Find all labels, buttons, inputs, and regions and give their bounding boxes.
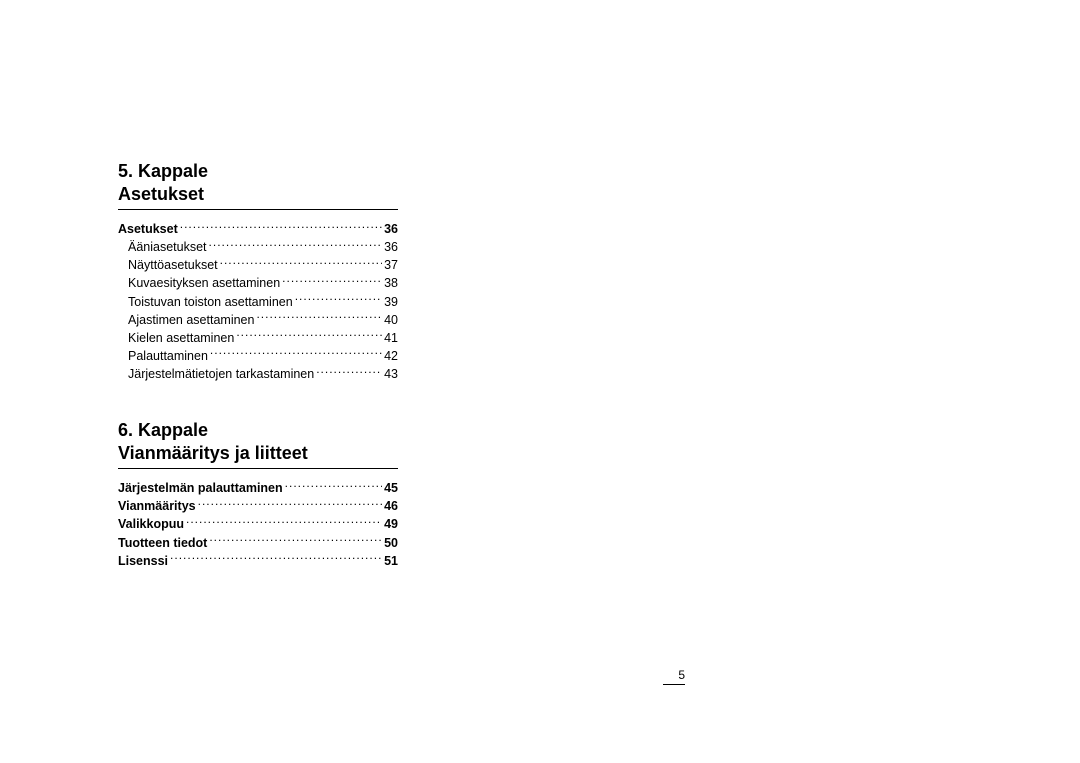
toc-label: Lisenssi xyxy=(118,552,168,570)
toc-leader xyxy=(295,293,382,306)
toc-page: 51 xyxy=(384,552,398,570)
chapter-number-line: 6. Kappale xyxy=(118,420,208,440)
toc-leader xyxy=(209,534,382,547)
toc-page: 36 xyxy=(384,220,398,238)
toc-list: Asetukset 36 Ääniasetukset 36 Näyttöaset… xyxy=(118,220,398,383)
toc-leader xyxy=(186,516,382,529)
toc-entry: Näyttöasetukset 37 xyxy=(118,256,398,274)
toc-label: Ääniasetukset xyxy=(118,238,207,256)
toc-list: Järjestelmän palauttaminen 45 Vianmäärit… xyxy=(118,479,398,570)
toc-label: Valikkopuu xyxy=(118,515,184,533)
chapter-title-line: Vianmääritys ja liitteet xyxy=(118,443,308,463)
toc-leader xyxy=(198,498,382,511)
toc-page: 43 xyxy=(384,365,398,383)
toc-entry: Palauttaminen 42 xyxy=(118,347,398,365)
toc-label: Ajastimen asettaminen xyxy=(118,311,254,329)
page-number-rule xyxy=(663,684,685,685)
toc-page: 42 xyxy=(384,347,398,365)
toc-entry: Asetukset 36 xyxy=(118,220,398,238)
toc-leader xyxy=(285,480,382,493)
toc-entry: Järjestelmän palauttaminen 45 xyxy=(118,479,398,497)
toc-page: 39 xyxy=(384,293,398,311)
toc-entry: Toistuvan toiston asettaminen 39 xyxy=(118,293,398,311)
heading-rule xyxy=(118,468,398,469)
toc-leader xyxy=(282,275,382,288)
toc-leader xyxy=(236,329,382,342)
toc-page: 45 xyxy=(384,479,398,497)
chapter-heading: 6. Kappale Vianmääritys ja liitteet xyxy=(118,419,398,464)
toc-leader xyxy=(220,257,382,270)
toc-leader xyxy=(256,311,382,324)
toc-label: Kuvaesityksen asettaminen xyxy=(118,274,280,292)
toc-entry: Valikkopuu 49 xyxy=(118,515,398,533)
document-page: 5. Kappale Asetukset Asetukset 36 Äänias… xyxy=(0,0,1080,763)
toc-entry: Tuotteen tiedot 50 xyxy=(118,534,398,552)
toc-page: 46 xyxy=(384,497,398,515)
toc-leader xyxy=(316,366,382,379)
toc-label: Vianmääritys xyxy=(118,497,196,515)
toc-label: Kielen asettaminen xyxy=(118,329,234,347)
toc-entry: Ajastimen asettaminen 40 xyxy=(118,311,398,329)
toc-entry: Lisenssi 51 xyxy=(118,552,398,570)
toc-leader xyxy=(170,552,382,565)
chapter-block-5: 5. Kappale Asetukset Asetukset 36 Äänias… xyxy=(118,160,398,383)
toc-page: 50 xyxy=(384,534,398,552)
heading-rule xyxy=(118,209,398,210)
toc-column: 5. Kappale Asetukset Asetukset 36 Äänias… xyxy=(118,160,398,606)
toc-page: 41 xyxy=(384,329,398,347)
toc-label: Tuotteen tiedot xyxy=(118,534,207,552)
toc-label: Palauttaminen xyxy=(118,347,208,365)
toc-label: Asetukset xyxy=(118,220,178,238)
toc-entry: Kuvaesityksen asettaminen 38 xyxy=(118,274,398,292)
page-number-value: 5 xyxy=(678,668,685,682)
toc-label: Järjestelmän palauttaminen xyxy=(118,479,283,497)
toc-entry: Vianmääritys 46 xyxy=(118,497,398,515)
chapter-block-6: 6. Kappale Vianmääritys ja liitteet Järj… xyxy=(118,419,398,570)
toc-page: 38 xyxy=(384,274,398,292)
toc-entry: Ääniasetukset 36 xyxy=(118,238,398,256)
toc-leader xyxy=(180,221,382,234)
toc-page: 40 xyxy=(384,311,398,329)
chapter-title-line: Asetukset xyxy=(118,184,204,204)
toc-label: Näyttöasetukset xyxy=(118,256,218,274)
chapter-heading: 5. Kappale Asetukset xyxy=(118,160,398,205)
toc-leader xyxy=(209,239,383,252)
toc-page: 37 xyxy=(384,256,398,274)
chapter-number-line: 5. Kappale xyxy=(118,161,208,181)
toc-leader xyxy=(210,347,382,360)
toc-label: Järjestelmätietojen tarkastaminen xyxy=(118,365,314,383)
toc-page: 36 xyxy=(384,238,398,256)
toc-label: Toistuvan toiston asettaminen xyxy=(118,293,293,311)
toc-entry: Kielen asettaminen 41 xyxy=(118,329,398,347)
toc-page: 49 xyxy=(384,515,398,533)
toc-entry: Järjestelmätietojen tarkastaminen 43 xyxy=(118,365,398,383)
page-number: 5 xyxy=(663,668,685,685)
